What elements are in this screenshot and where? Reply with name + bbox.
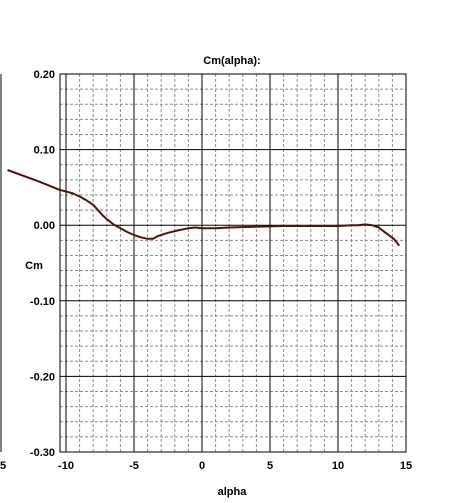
y-tick-label: 0.00 (34, 220, 55, 232)
minor-grid (60, 74, 406, 452)
y-tick-label: 0.10 (34, 145, 55, 157)
plot-frame (0, 73, 407, 453)
y-tick-label: 0.20 (34, 69, 55, 81)
y-tick-label: -0.30 (30, 447, 55, 459)
series-line (7, 169, 400, 247)
x-tick-label: -10 (58, 460, 74, 472)
y-axis-label: Cm (25, 260, 43, 272)
plot-border (59, 73, 407, 453)
series-group (7, 169, 400, 247)
y-tick-label: -0.10 (30, 296, 55, 308)
x-tick-label: 0 (199, 460, 205, 472)
x-tick-label: 10 (332, 460, 344, 472)
x-tick-label: 15 (400, 460, 412, 472)
tick-labels: 5 -10 -5 0 5 10 15 0.20 0.10 0.00 -0.10 -0.20 -0.30 (0, 69, 412, 472)
x-tick-label: -5 (129, 460, 139, 472)
x-tick-label: 5 (267, 460, 273, 472)
x-tick-label: 5 (0, 460, 6, 472)
x-axis-label: alpha (218, 486, 248, 498)
chart-title: Cm(alpha): (203, 55, 260, 67)
y-tick-label: -0.20 (30, 371, 55, 383)
